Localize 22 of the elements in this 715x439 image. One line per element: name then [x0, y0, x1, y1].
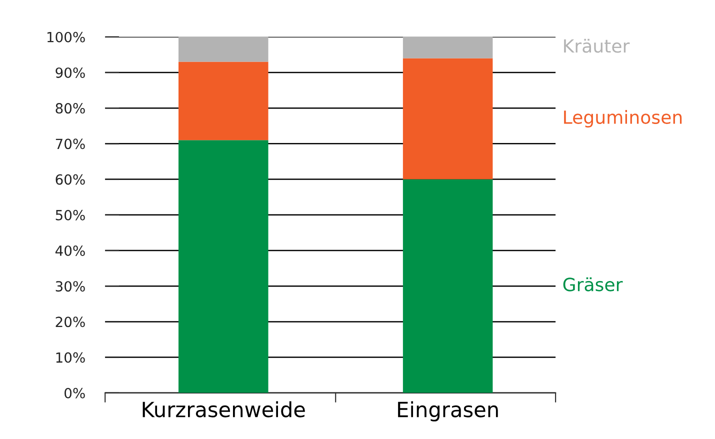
text: Leguminosen: [564, 110, 682, 128]
bar: [402, 36, 493, 58]
bar: [178, 62, 268, 140]
bar: [178, 140, 268, 393]
y-tick-label: 0%: [64, 388, 85, 398]
y-tick-label: 90%: [56, 67, 85, 78]
text: Kräuter: [564, 38, 630, 53]
bar: [178, 36, 268, 62]
text: Gräser: [563, 277, 623, 292]
y-tick-label: 30%: [56, 281, 85, 292]
y-tick-label: 20%: [56, 316, 85, 328]
bar: [402, 179, 493, 393]
bar: [402, 58, 493, 180]
x-tick-label: Kurzrasenweide: [142, 401, 305, 418]
y-tick-label: 10%: [56, 352, 85, 363]
y-tick-label: 60%: [56, 174, 85, 185]
y-tick-label: 50%: [56, 210, 85, 220]
y-tick-label: 80%: [56, 103, 85, 114]
x-tick-label: Eingrasen: [398, 401, 498, 422]
y-tick-label: 70%: [56, 138, 85, 150]
y-tick-label: 40%: [55, 245, 85, 256]
y-tick-label: 100%: [47, 32, 85, 42]
